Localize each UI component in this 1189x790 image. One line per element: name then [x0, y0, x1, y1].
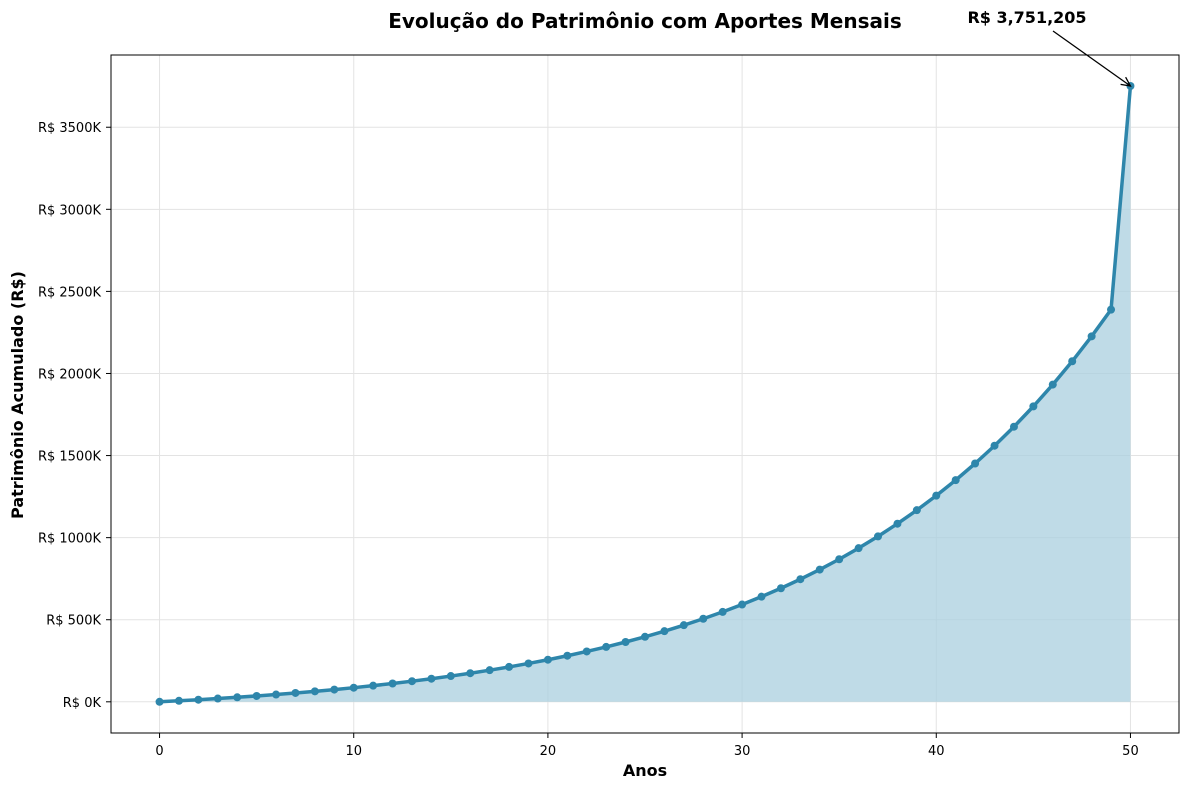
data-point	[505, 662, 514, 671]
chart-title: Evolução do Patrimônio com Aportes Mensa…	[388, 9, 902, 33]
x-ticks: 0 10 20 30 40 50	[155, 733, 1139, 759]
data-point	[1048, 380, 1057, 389]
data-point	[776, 584, 785, 593]
x-axis-label: Anos	[623, 761, 667, 780]
data-point	[485, 666, 494, 675]
area-fill	[159, 85, 1131, 702]
data-point	[272, 690, 281, 699]
data-point	[563, 651, 572, 660]
data-point	[699, 614, 708, 623]
data-point	[427, 674, 436, 683]
data-point	[602, 642, 611, 651]
y-tick-label: R$ 3000K	[38, 203, 102, 218]
data-point	[874, 532, 883, 541]
data-point	[796, 575, 805, 584]
data-point	[679, 621, 688, 630]
data-point	[718, 607, 727, 616]
x-tick-label: 0	[155, 744, 163, 759]
x-tick-label: 50	[1122, 744, 1139, 759]
data-point	[1009, 422, 1018, 431]
y-tick-label: R$ 1000K	[38, 532, 102, 547]
x-tick-label: 40	[928, 744, 945, 759]
data-point	[310, 687, 319, 696]
data-point	[155, 697, 164, 706]
data-point	[582, 647, 591, 656]
data-point	[543, 655, 552, 664]
data-point	[893, 519, 902, 528]
data-point	[1087, 332, 1096, 341]
data-point	[213, 694, 222, 703]
max-value-annotation: R$ 3,751,205	[967, 8, 1132, 87]
data-point	[252, 691, 261, 700]
data-point	[757, 592, 766, 601]
data-point	[524, 659, 533, 668]
y-ticks: R$ 0K R$ 500K R$ 1000K R$ 1500K R$ 2000K R$ 2…	[38, 121, 111, 711]
data-point	[854, 544, 863, 553]
data-point	[660, 627, 669, 636]
data-point	[194, 695, 203, 704]
data-point	[466, 669, 475, 678]
x-tick-label: 30	[734, 744, 751, 759]
annotation-arrow	[1052, 30, 1131, 87]
data-point	[233, 693, 242, 702]
annotation-label: R$ 3,751,205	[967, 8, 1086, 27]
x-tick-label: 10	[345, 744, 362, 759]
data-point	[446, 672, 455, 681]
data-point	[349, 683, 358, 692]
y-tick-label: R$ 1500K	[38, 450, 102, 465]
data-point	[1068, 357, 1077, 366]
data-point	[990, 441, 999, 450]
data-point	[1029, 402, 1038, 411]
data-point	[291, 688, 300, 697]
data-point	[951, 476, 960, 485]
data-point	[738, 600, 747, 609]
annotation-arrowhead	[1120, 76, 1132, 87]
y-axis-label: Patrimônio Acumulado (R$)	[8, 271, 27, 519]
data-point	[932, 491, 941, 500]
data-point	[1107, 305, 1116, 314]
data-point	[835, 555, 844, 564]
data-point	[641, 632, 649, 641]
y-tick-label: R$ 0K	[63, 696, 102, 711]
data-point	[621, 638, 630, 647]
data-point	[174, 696, 183, 705]
y-tick-label: R$ 2000K	[38, 367, 102, 382]
y-tick-label: R$ 500K	[46, 614, 101, 629]
x-tick-label: 20	[540, 744, 557, 759]
data-point	[912, 506, 921, 515]
y-tick-label: R$ 2500K	[38, 285, 102, 300]
data-point	[388, 679, 397, 688]
data-point	[971, 459, 980, 468]
data-point	[407, 677, 416, 686]
data-points	[155, 81, 1135, 706]
data-point	[815, 565, 824, 574]
data-point	[330, 685, 339, 694]
y-tick-label: R$ 3500K	[38, 121, 102, 136]
plot-frame	[110, 54, 1180, 734]
data-point	[369, 681, 378, 690]
